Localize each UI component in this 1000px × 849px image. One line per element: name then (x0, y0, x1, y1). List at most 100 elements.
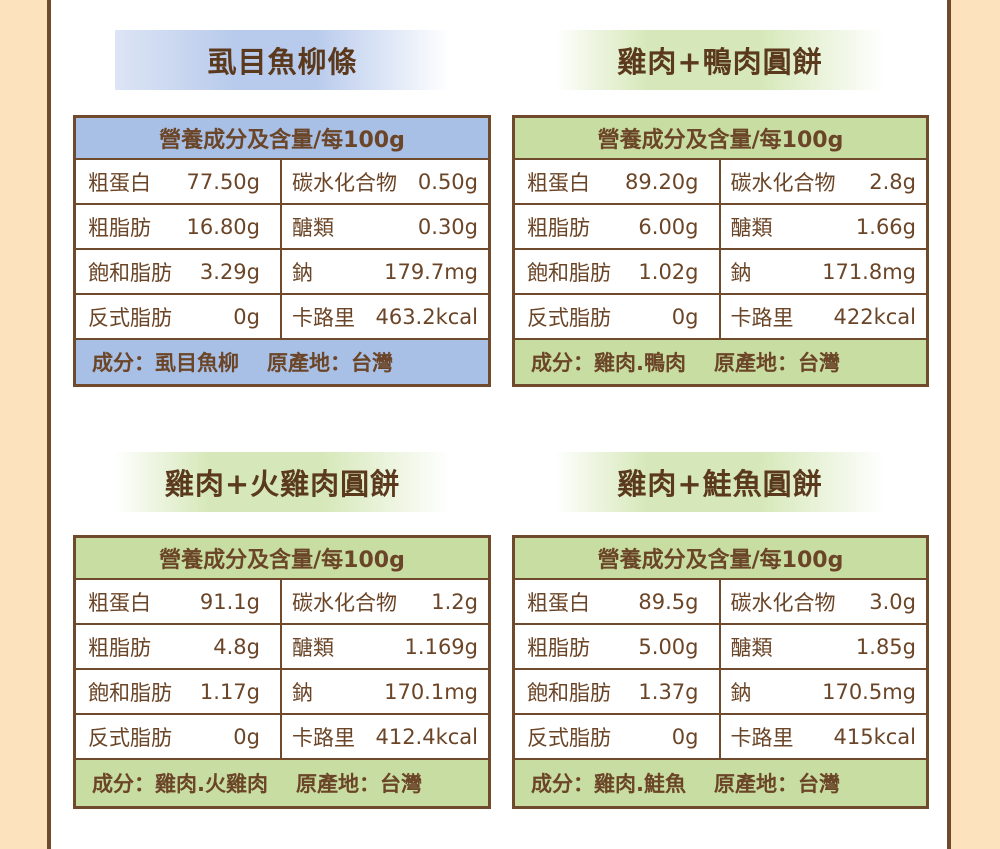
origin-text: 原產地：台灣 (267, 351, 393, 375)
nutrition-table: 營養成分及含量/每100g 粗蛋白 91.1g 碳水化合物 1.2g 粗脂肪 4… (73, 535, 491, 809)
nutrition-cell-right: 碳水化合物 0.50g (282, 160, 488, 203)
nutrition-cell-right: 卡路里 463.2kcal (282, 295, 488, 338)
nutrient-label: 卡路里 (292, 725, 355, 750)
nutrition-row: 粗蛋白 89.5g 碳水化合物 3.0g (515, 580, 926, 625)
nutrient-value: 1.17g (199, 679, 260, 704)
nutrient-label: 醣類 (730, 215, 773, 240)
nutrient-value: 415kcal (833, 724, 917, 749)
nutrient-value: 2.8g (869, 169, 916, 194)
nutrition-table-footer: 成分：雞肉.火雞肉 原產地：台灣 (76, 760, 488, 806)
nutrition-cell-right: 卡路里 412.4kcal (282, 715, 488, 758)
nutrient-value: 1.66g (855, 214, 916, 239)
nutrient-value: 0.30g (417, 214, 478, 239)
product-title: 雞肉+鮭魚圓餅 (617, 467, 823, 501)
nutrient-label: 粗脂肪 (88, 635, 151, 660)
nutrient-label: 卡路里 (292, 305, 355, 330)
nutrition-cell-left: 粗脂肪 16.80g (76, 205, 282, 248)
nutrient-label: 飽和脂肪 (527, 680, 611, 705)
origin-text: 原產地：台灣 (295, 772, 422, 796)
product-panel: 虱目魚柳條 營養成分及含量/每100g 粗蛋白 77.50g 碳水化合物 0.5… (73, 30, 491, 387)
nutrient-label: 醣類 (292, 215, 334, 240)
nutrition-cell-right: 卡路里 415kcal (721, 715, 927, 758)
nutrition-cell-right: 醣類 1.85g (721, 625, 927, 668)
nutrient-label: 醣類 (730, 635, 773, 660)
ingredients-text: 成分：雞肉.鮭魚 (531, 772, 686, 796)
nutrient-label: 粗脂肪 (88, 215, 151, 240)
nutrient-label: 粗脂肪 (527, 215, 590, 240)
ingredients-text: 成分：虱目魚柳 (92, 351, 239, 375)
nutrition-row: 粗脂肪 5.00g 醣類 1.85g (515, 625, 926, 670)
product-panel: 雞肉+鮭魚圓餅 營養成分及含量/每100g 粗蛋白 89.5g 碳水化合物 3.… (512, 452, 929, 809)
nutrition-cell-left: 粗蛋白 91.1g (76, 580, 282, 623)
nutrient-value: 6.00g (638, 214, 699, 239)
nutrition-row: 反式脂肪 0g 卡路里 412.4kcal (76, 715, 488, 760)
nutrition-cell-right: 碳水化合物 3.0g (721, 580, 927, 623)
nutrition-cell-right: 碳水化合物 2.8g (721, 160, 927, 203)
nutrient-label: 粗蛋白 (88, 590, 151, 615)
nutrient-value: 0g (233, 304, 260, 329)
nutrition-table: 營養成分及含量/每100g 粗蛋白 77.50g 碳水化合物 0.50g 粗脂肪… (73, 115, 491, 387)
nutrient-value: 170.1mg (384, 679, 478, 704)
nutrient-label: 卡路里 (730, 725, 794, 750)
nutrition-table: 營養成分及含量/每100g 粗蛋白 89.20g 碳水化合物 2.8g 粗脂肪 … (512, 115, 929, 387)
nutrient-value: 0.50g (417, 169, 478, 194)
nutrition-row: 粗蛋白 77.50g 碳水化合物 0.50g (76, 160, 488, 205)
nutrient-label: 飽和脂肪 (88, 260, 172, 285)
nutrition-cell-right: 醣類 1.66g (721, 205, 927, 248)
side-band-right (951, 0, 1000, 849)
nutrition-row: 飽和脂肪 1.37g 鈉 170.5mg (515, 670, 926, 715)
nutrition-row: 粗蛋白 89.20g 碳水化合物 2.8g (515, 160, 926, 205)
nutrition-table-header: 營養成分及含量/每100g (76, 538, 488, 580)
nutrient-label: 鈉 (292, 260, 313, 285)
nutrient-value: 1.02g (638, 259, 699, 284)
nutrition-table-header: 營養成分及含量/每100g (515, 538, 926, 580)
nutrient-value: 4.8g (213, 634, 260, 659)
nutrition-row: 反式脂肪 0g 卡路里 422kcal (515, 295, 926, 340)
origin-text: 原產地：台灣 (713, 772, 840, 796)
nutrient-value: 1.2g (431, 589, 478, 614)
nutrient-value: 91.1g (199, 589, 260, 614)
nutrient-value: 412.4kcal (375, 724, 478, 749)
nutrition-cell-right: 鈉 171.8mg (721, 250, 927, 293)
nutrient-label: 粗蛋白 (527, 590, 590, 615)
nutrient-label: 反式脂肪 (88, 305, 172, 330)
product-title: 虱目魚柳條 (207, 45, 358, 79)
nutrient-value: 463.2kcal (375, 304, 478, 329)
nutrition-cell-left: 反式脂肪 0g (515, 295, 721, 338)
nutrient-label: 鈉 (730, 680, 752, 705)
nutrition-cell-right: 鈉 170.5mg (721, 670, 927, 713)
nutrient-label: 碳水化合物 (292, 170, 397, 195)
nutrition-cell-left: 反式脂肪 0g (515, 715, 721, 758)
nutrient-value: 422kcal (833, 304, 917, 329)
nutrient-label: 鈉 (730, 260, 752, 285)
nutrition-cell-left: 飽和脂肪 1.17g (76, 670, 282, 713)
product-title-banner: 虱目魚柳條 (115, 30, 450, 90)
nutrient-value: 3.29g (199, 259, 260, 284)
nutrition-row: 飽和脂肪 1.17g 鈉 170.1mg (76, 670, 488, 715)
nutrient-value: 77.50g (186, 169, 260, 194)
product-title: 雞肉+鴨肉圓餅 (617, 45, 823, 79)
product-title-banner: 雞肉+火雞肉圓餅 (115, 452, 450, 512)
side-line-right (947, 0, 951, 849)
nutrient-label: 粗蛋白 (88, 170, 151, 195)
nutrient-label: 粗蛋白 (527, 170, 590, 195)
nutrient-label: 反式脂肪 (527, 725, 611, 750)
nutrition-cell-right: 鈉 170.1mg (282, 670, 488, 713)
nutrient-value: 1.85g (855, 634, 916, 659)
nutrition-cell-right: 醣類 0.30g (282, 205, 488, 248)
nutrition-cell-left: 飽和脂肪 1.37g (515, 670, 721, 713)
nutrition-table-footer: 成分：虱目魚柳 原產地：台灣 (76, 340, 488, 384)
nutrient-value: 0g (671, 724, 699, 749)
nutrient-label: 醣類 (292, 635, 334, 660)
nutrient-value: 3.0g (869, 589, 916, 614)
nutrition-row: 粗脂肪 6.00g 醣類 1.66g (515, 205, 926, 250)
nutrient-label: 粗脂肪 (527, 635, 590, 660)
nutrient-value: 1.169g (404, 634, 478, 659)
nutrition-row: 粗蛋白 91.1g 碳水化合物 1.2g (76, 580, 488, 625)
nutrient-value: 170.5mg (822, 679, 916, 704)
product-panel: 雞肉+鴨肉圓餅 營養成分及含量/每100g 粗蛋白 89.20g 碳水化合物 2… (512, 30, 929, 387)
nutrient-label: 卡路里 (730, 305, 794, 330)
product-panel: 雞肉+火雞肉圓餅 營養成分及含量/每100g 粗蛋白 91.1g 碳水化合物 1… (73, 452, 491, 809)
nutrition-table: 營養成分及含量/每100g 粗蛋白 89.5g 碳水化合物 3.0g 粗脂肪 5… (512, 535, 929, 809)
nutrition-row: 粗脂肪 16.80g 醣類 0.30g (76, 205, 488, 250)
